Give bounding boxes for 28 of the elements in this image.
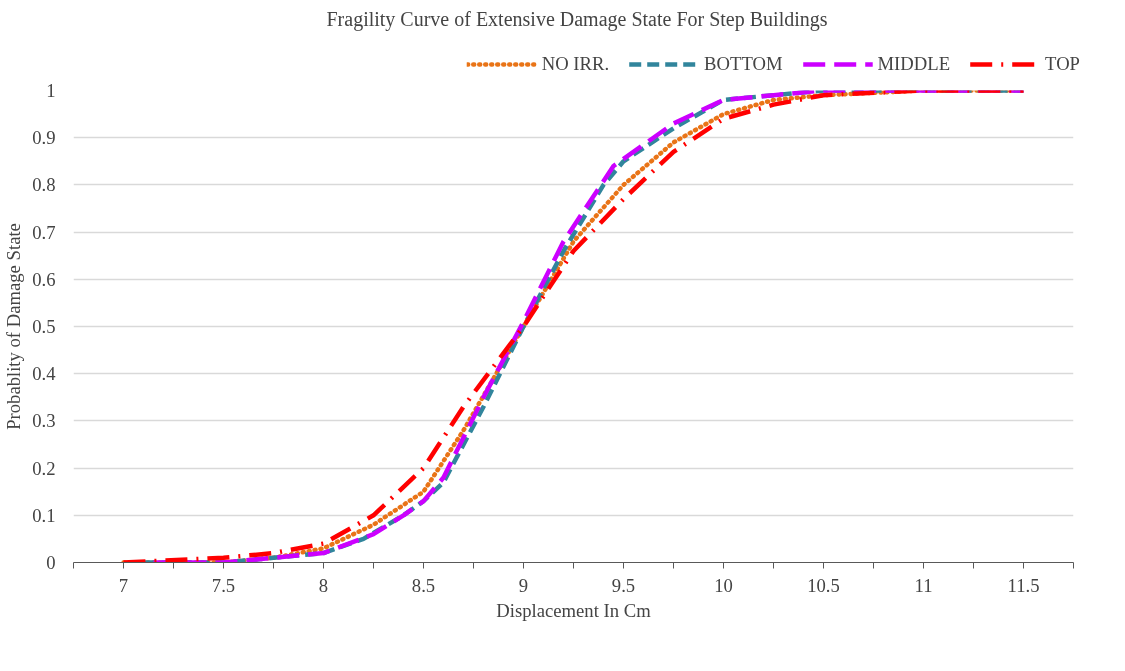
x-tick-label: 10.5 [807, 574, 840, 596]
y-tick-label: 0.3 [32, 410, 56, 432]
y-tick-label: 0.6 [32, 268, 56, 290]
y-tick-label: 0.8 [32, 174, 56, 196]
chart-title: Fragility Curve of Extensive Damage State For Step Buildings [326, 7, 828, 31]
y-tick-label: 0.5 [32, 316, 56, 337]
x-tick-label: 7.5 [211, 574, 236, 596]
x-axis-title: Displacement In Cm [496, 599, 652, 621]
x-tick-label: 10 [714, 574, 733, 596]
y-axis-title: Probablity of Damage State [3, 223, 25, 430]
y-tick-label: 0.4 [32, 363, 57, 385]
x-tick-label: 11 [914, 574, 933, 596]
legend-label: BOTTOM [704, 53, 783, 75]
y-tick-label: 0.2 [32, 457, 56, 479]
y-tick-label: 0.7 [32, 221, 56, 243]
legend-label: TOP [1045, 53, 1080, 75]
y-tick-label: 0.1 [32, 504, 56, 526]
x-tick-label: 9.5 [611, 574, 636, 596]
y-tick-label: 0 [46, 552, 56, 573]
y-tick-label: 1 [46, 80, 56, 101]
x-tick-label: 11.5 [1007, 574, 1040, 596]
legend-label: MIDDLE [877, 53, 951, 75]
x-tick-label: 8 [318, 574, 329, 596]
legend-label: NO IRR. [541, 53, 610, 75]
x-tick-label: 7 [118, 574, 129, 596]
x-tick-label: 9 [518, 574, 529, 596]
y-tick-label: 0.9 [32, 127, 56, 149]
x-tick-label: 8.5 [411, 574, 436, 596]
